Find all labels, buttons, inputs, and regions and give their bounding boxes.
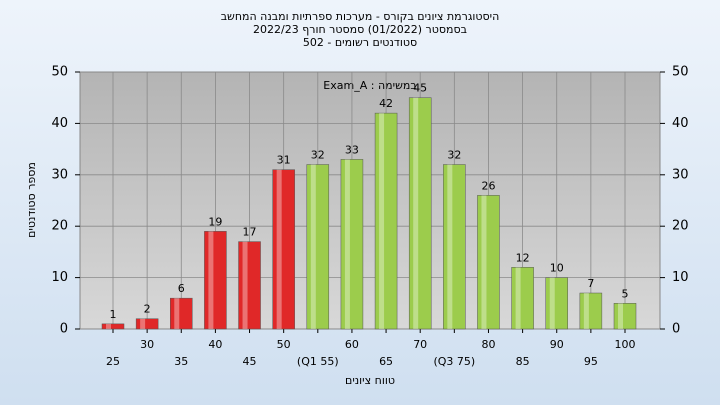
bar-shine (208, 231, 214, 329)
bar-shine (379, 113, 385, 330)
data-label: 19 (208, 215, 222, 228)
y-tick-label: 0 (672, 322, 680, 337)
x-tick-label: 90 (550, 338, 564, 351)
y-tick-label: 40 (51, 116, 68, 131)
y-axis-title: מספר סטודנטים (25, 162, 38, 238)
x-tick-label: 85 (516, 355, 530, 368)
bar (408, 97, 432, 330)
data-label: 32 (447, 149, 461, 162)
x-tick-label: 35 (174, 355, 188, 368)
x-tick-label: 25 (106, 355, 120, 368)
y-tick-label: 30 (672, 167, 689, 182)
x-tick-label: 100 (615, 338, 636, 351)
bar-shine (515, 267, 521, 329)
x-tick-label: (Q3 75) (433, 355, 475, 368)
bar (204, 231, 227, 330)
data-label: 6 (178, 282, 185, 295)
y-tick-label: 50 (672, 65, 689, 80)
bar (374, 112, 398, 330)
bar (340, 159, 364, 330)
bar (443, 164, 466, 330)
data-label: 31 (277, 154, 291, 167)
bar-shine (276, 169, 282, 329)
y-tick-label: 10 (51, 270, 68, 285)
x-tick-label: 80 (481, 338, 495, 351)
bar-shine (583, 293, 589, 329)
data-label: 32 (311, 149, 325, 162)
x-tick-label: 60 (345, 338, 359, 351)
bar (545, 277, 568, 330)
data-label: 1 (110, 308, 117, 321)
chart-subtitle: בסמסטר (01/2022) סמסטר חורף 2022/23 (253, 23, 467, 36)
bar (306, 164, 330, 330)
bar (477, 195, 500, 330)
chart-title: היסטוגרמת ציונים בקורס - מערכות ספרתיות … (221, 10, 500, 23)
data-label: 17 (243, 226, 257, 239)
y-tick-label: 30 (51, 167, 68, 182)
data-label: 42 (379, 97, 393, 110)
bar (579, 292, 603, 330)
bar-shine (413, 97, 419, 329)
y-tick-label: 0 (60, 322, 68, 337)
bar (613, 303, 637, 330)
bar-shine (140, 318, 146, 329)
x-tick-label: 65 (379, 355, 393, 368)
data-label: 33 (345, 143, 359, 156)
x-axis-title: טווח ציונים (345, 374, 395, 387)
bar-shine (618, 303, 623, 329)
data-label: 12 (516, 251, 530, 264)
y-tick-label: 40 (672, 116, 689, 131)
bar-shine (447, 164, 453, 329)
data-label: 7 (587, 277, 594, 290)
y-tick-label: 20 (672, 219, 689, 234)
data-label: 45 (413, 82, 427, 95)
x-tick-label: 40 (208, 338, 222, 351)
data-label: 10 (550, 262, 564, 275)
data-label: 2 (144, 303, 151, 316)
y-tick-label: 10 (672, 270, 689, 285)
y-tick-label: 20 (51, 219, 68, 234)
x-tick-label: 45 (243, 355, 257, 368)
bar-shine (549, 277, 555, 329)
x-tick-label: 70 (413, 338, 427, 351)
data-label: 5 (622, 287, 629, 300)
plot-area (79, 71, 661, 330)
bar-shine (106, 323, 111, 329)
bar (238, 241, 261, 330)
bar-shine (174, 298, 180, 329)
bar (272, 169, 295, 330)
annotation: במשימה : Exam_A (323, 79, 416, 92)
x-tick-label: 30 (140, 338, 154, 351)
bar (511, 267, 534, 330)
chart-subtitle: סטודנטים רשומים - 502 (303, 36, 417, 49)
x-tick-label: 95 (584, 355, 598, 368)
bar-shine (310, 164, 316, 329)
bar (101, 323, 125, 330)
bar-shine (242, 241, 248, 329)
bar (170, 297, 193, 330)
bar-shine (481, 195, 487, 329)
data-label: 26 (481, 179, 495, 192)
x-tick-label: 50 (277, 338, 291, 351)
x-tick-label: (Q1 55) (297, 355, 339, 368)
bar-shine (344, 159, 350, 329)
y-tick-label: 50 (51, 65, 68, 80)
bar (135, 318, 159, 330)
